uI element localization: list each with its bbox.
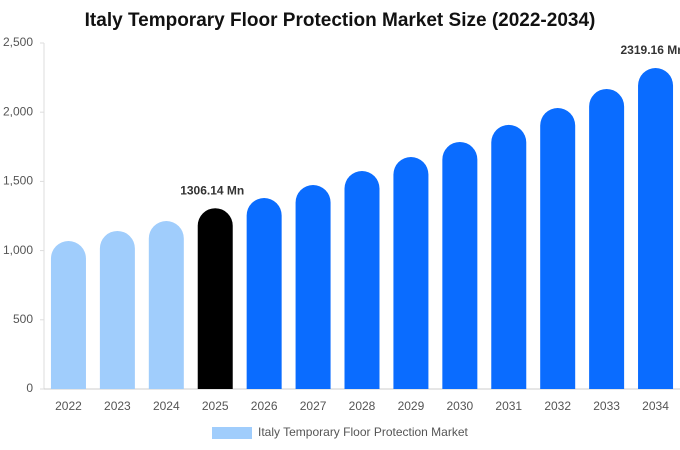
chart-title: Italy Temporary Floor Protection Market … xyxy=(85,10,596,31)
legend-swatch xyxy=(212,427,252,439)
bar xyxy=(295,184,331,389)
value-label: 2319.16 Mn xyxy=(621,43,680,57)
x-tick-label: 2033 xyxy=(593,399,620,413)
value-label: 1306.14 Mn xyxy=(180,183,244,197)
x-tick-label: 2031 xyxy=(495,399,522,413)
bar xyxy=(246,198,282,389)
bar xyxy=(99,230,135,389)
legend-label: Italy Temporary Floor Protection Market xyxy=(258,425,469,439)
x-tick-label: 2027 xyxy=(300,399,327,413)
bar xyxy=(50,241,86,389)
bar xyxy=(344,171,380,389)
bar xyxy=(589,88,625,390)
bar xyxy=(393,157,429,389)
x-tick-label: 2029 xyxy=(398,399,425,413)
y-tick-label: 0 xyxy=(26,381,33,395)
x-tick-label: 2022 xyxy=(55,399,82,413)
bar xyxy=(540,108,576,389)
y-tick-label: 1,000 xyxy=(3,243,33,257)
x-tick-label: 2023 xyxy=(104,399,131,413)
x-tick-label: 2030 xyxy=(446,399,473,413)
x-tick-label: 2032 xyxy=(544,399,571,413)
bar xyxy=(638,68,674,389)
x-tick-label: 2028 xyxy=(349,399,376,413)
x-tick-label: 2034 xyxy=(642,399,669,413)
bar xyxy=(148,220,184,389)
y-tick-label: 500 xyxy=(13,312,33,326)
bar xyxy=(442,141,478,389)
y-tick-label: 2,000 xyxy=(3,104,33,118)
y-tick-label: 1,500 xyxy=(3,174,33,188)
x-tick-label: 2025 xyxy=(202,399,229,413)
y-tick-label: 2,500 xyxy=(3,35,33,49)
bar xyxy=(197,208,233,389)
x-tick-label: 2024 xyxy=(153,399,180,413)
bar xyxy=(491,124,527,389)
x-tick-label: 2026 xyxy=(251,399,278,413)
